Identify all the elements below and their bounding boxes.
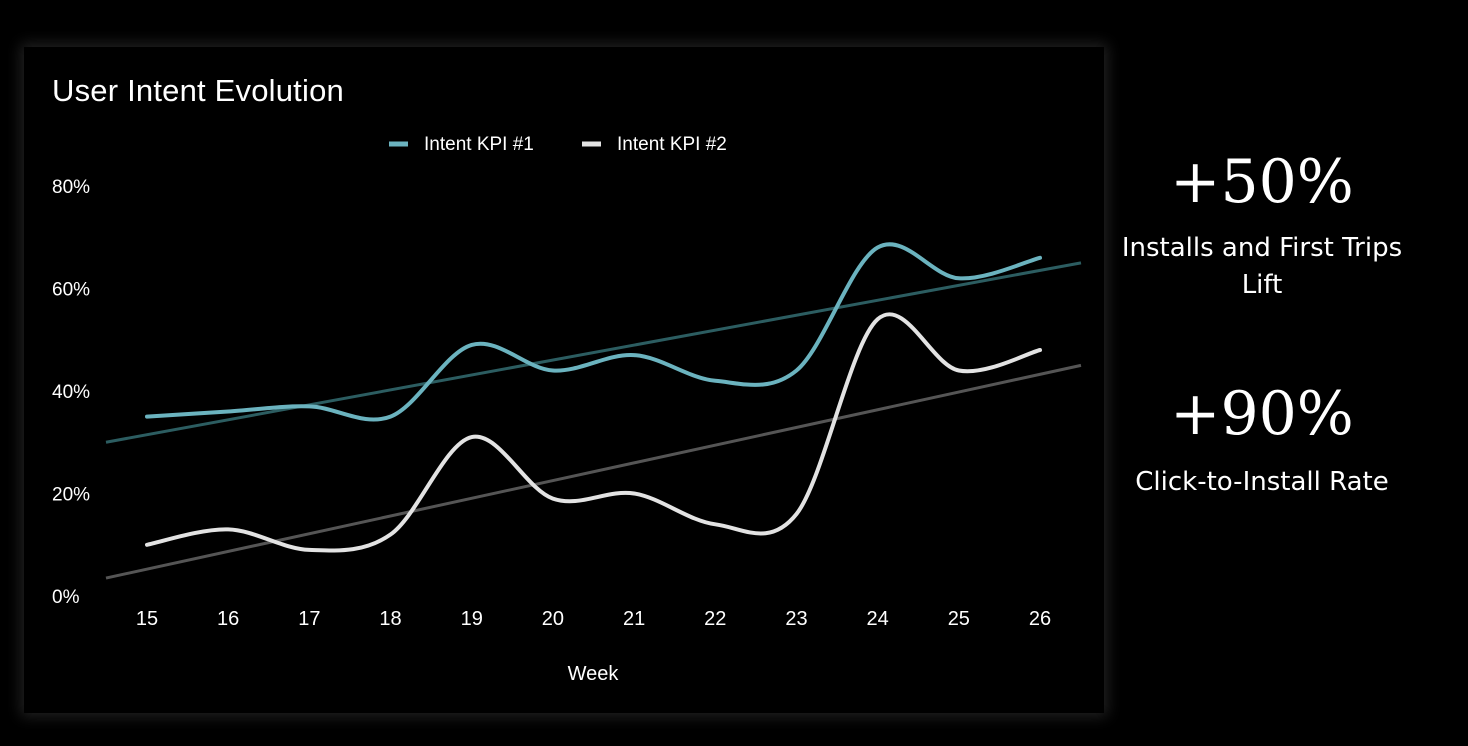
- y-tick-label: 20%: [52, 485, 90, 506]
- x-tick-label: 20: [542, 608, 564, 630]
- x-tick-label: 24: [867, 608, 889, 630]
- y-tick-label: 60%: [52, 280, 90, 301]
- series-line-intent-kpi-2: [145, 312, 1042, 553]
- y-tick-label: 0%: [52, 587, 80, 608]
- trendline-intent-kpi-1: [105, 261, 1082, 444]
- chart-title: User Intent Evolution: [52, 73, 344, 108]
- stat-installs-lift-label: Installs and First Trips Lift: [1121, 233, 1403, 300]
- x-tick-label: 18: [379, 608, 401, 630]
- x-tick-label: 23: [785, 608, 807, 630]
- x-tick-label: 21: [623, 608, 645, 630]
- line-chart: 0% 20% 40% 60% 80% 15 16 17 18 19 20 21 22 23 24 25 26 We…: [52, 134, 1082, 685]
- chart-panel: User Intent Evolution 0% 20% 40% 60% 80% 15 16…: [24, 47, 1104, 713]
- y-tick-label: 40%: [52, 382, 90, 403]
- trendline-intent-kpi-2: [105, 363, 1082, 580]
- series-line-intent-kpi-1: [145, 242, 1042, 422]
- x-tick-label: 22: [704, 608, 726, 630]
- stat-installs-lift-value: +50%: [1170, 147, 1354, 217]
- x-axis-label: Week: [568, 663, 620, 685]
- stat-click-to-install-label: Click-to-Install Rate: [1135, 467, 1389, 497]
- x-tick-label: 15: [136, 608, 158, 630]
- legend-label-intent-kpi-2: Intent KPI #2: [617, 134, 727, 155]
- x-tick-label: 19: [461, 608, 483, 630]
- x-tick-label: 26: [1029, 608, 1051, 630]
- x-tick-label: 16: [217, 608, 239, 630]
- y-tick-label: 80%: [52, 177, 90, 198]
- legend-label-intent-kpi-1: Intent KPI #1: [424, 134, 534, 155]
- stat-click-to-install-value: +90%: [1170, 379, 1354, 449]
- x-tick-label: 17: [298, 608, 320, 630]
- stat-click-to-install: +90% Click-to-Install Rate: [1112, 384, 1412, 501]
- stat-installs-lift: +50% Installs and First Trips Lift: [1112, 152, 1412, 304]
- x-tick-label: 25: [948, 608, 970, 630]
